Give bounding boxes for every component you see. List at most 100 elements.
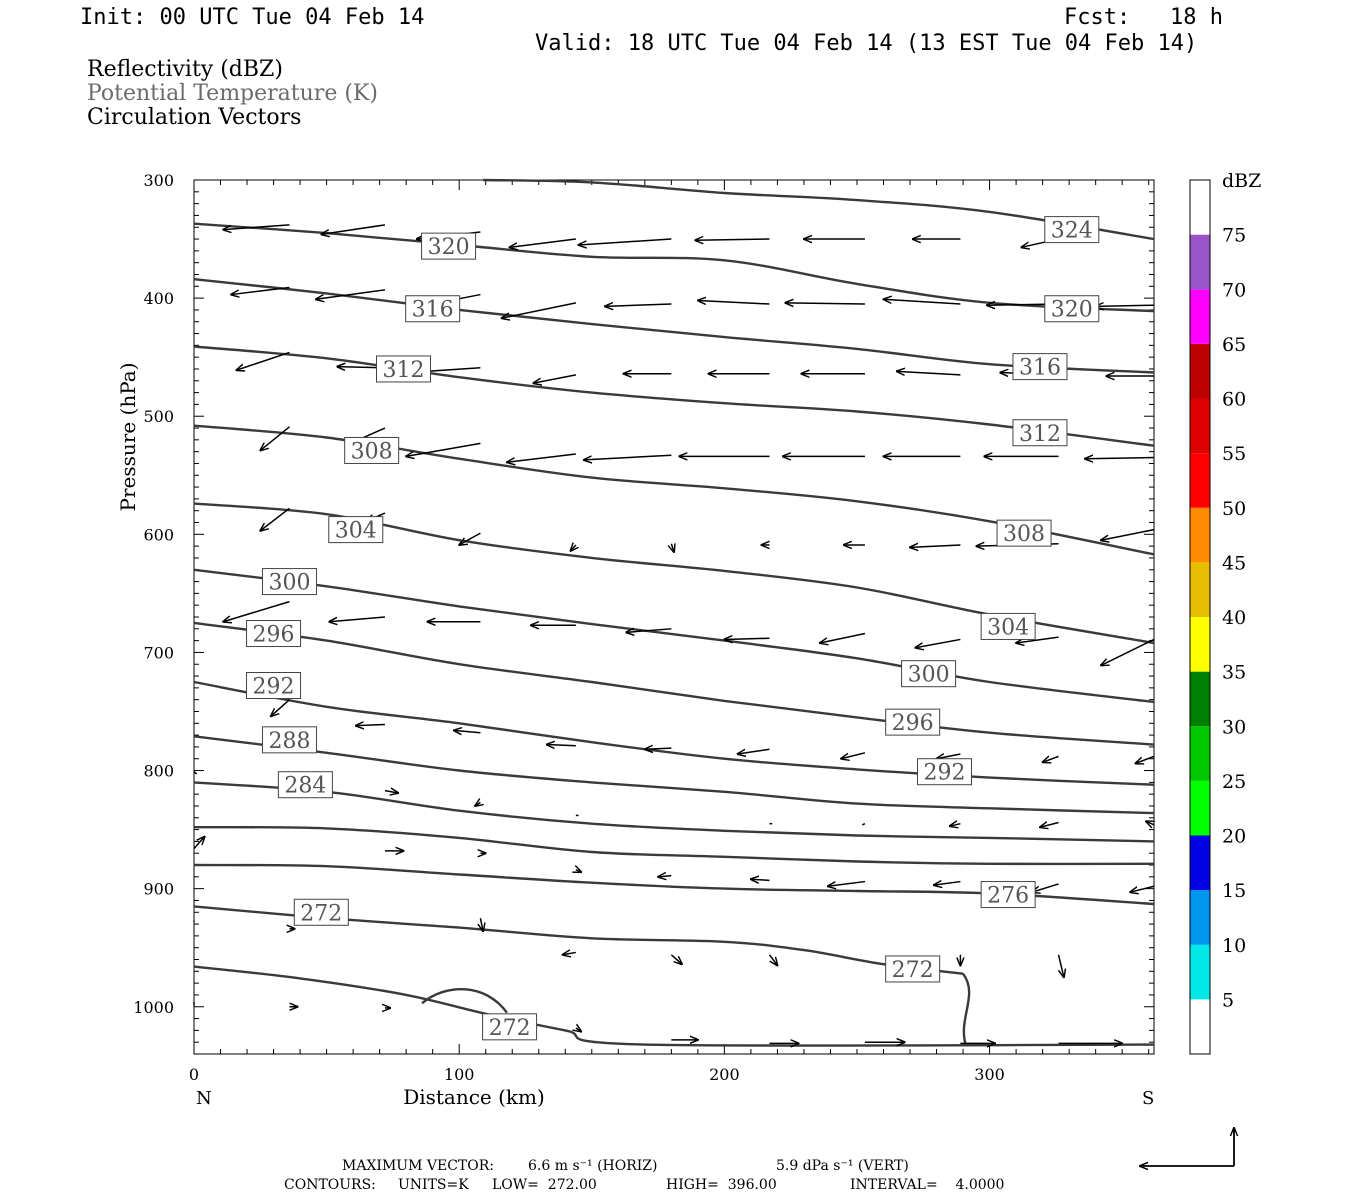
colorbar-tick-label: 50 [1222,498,1246,520]
colorbar-tick-label: 25 [1222,771,1246,793]
contour-label: 272 [489,1016,531,1041]
circulation-vector [356,724,385,725]
colorbar-segment [1190,835,1210,891]
max-vector-horiz: 6.6 m s⁻¹ (HORIZ) [528,1158,658,1174]
contour-label-box [277,771,333,799]
circulation-vector [571,545,576,551]
isentrope-320 [193,222,1155,313]
circulation-vector [454,730,481,732]
colorbar-tick-label: 15 [1222,880,1246,902]
circulation-vector [1085,458,1155,459]
contour-label: 284 [284,774,326,799]
isentrope-288 [193,735,1155,815]
north-label: N [196,1088,212,1109]
circulation-vector [384,791,398,793]
colorbar-segment [1190,671,1210,727]
circulation-vector [406,442,481,456]
colorbar-tick-label: 35 [1222,662,1246,684]
contour-label-box [980,612,1036,640]
colorbar-group: 5 10 15 20 25 30 35 40 45 50 55 60 65 70 75 dBZ [1189,170,1261,1055]
reference-vector-group [1140,1128,1234,1166]
colorbar-segment [1190,453,1210,508]
contour-label: 312 [1019,422,1061,447]
contour-label-box [344,436,400,464]
contour-label: 320 [1051,298,1093,323]
contour-label: 304 [335,519,377,544]
colorbar-segment [1190,507,1210,563]
contour-label: 308 [1003,522,1045,547]
circulation-vector [670,954,682,964]
contour-label: 292 [923,761,965,786]
contour-label-box [901,660,957,688]
contour-label-box [328,516,384,544]
circulation-vector [934,882,961,886]
contours-high: HIGH= 396.00 [666,1177,777,1193]
x-axis-label: Distance (km) [403,1085,545,1109]
circulation-vector [695,239,770,240]
contour-label-box [482,1013,538,1041]
circulation-vector [785,303,865,304]
circulation-vector [329,616,386,622]
circulation-vector [193,837,205,849]
circulation-vector [738,748,770,754]
colorbar-tick-label: 30 [1222,716,1246,738]
circulation-vector [724,638,770,639]
y-tick-label: 400 [143,289,174,308]
vectors-group [193,224,1155,1043]
y-tick-label: 800 [143,762,174,781]
circulation-vector [841,752,866,759]
contour-label: 316 [412,298,454,323]
circulation-vector [260,426,290,451]
circulation-vector [502,302,577,318]
isentrope-272-bulge [421,987,508,1014]
circulation-vector [316,289,386,299]
contour-label: 308 [351,439,393,464]
contour-label-box [885,955,941,983]
circulation-vector [193,771,198,775]
circulation-vector [1016,636,1059,643]
circulation-vector [475,802,480,806]
contour-label-box [405,295,461,323]
circulation-vector [1101,638,1155,665]
circulation-vector [605,304,672,306]
legend-reflectivity: Reflectivity (dBZ) [87,57,283,82]
contours-interval: INTERVAL= 4.0000 [850,1177,1005,1193]
colorbar-segment [1190,234,1210,290]
circulation-vector [533,374,577,383]
contour-label-box [916,758,972,786]
isentrope-284 [193,781,1155,843]
contour-label-box [1012,419,1068,447]
colorbar-segment [1190,398,1210,454]
circulation-vector [884,299,961,305]
colorbar-tick-label: 5 [1222,989,1234,1011]
circulation-vector [576,870,581,872]
x-tick-label: 0 [189,1065,199,1084]
contour-label: 304 [987,615,1029,640]
colorbar-segment [1190,180,1210,235]
contour-label: 300 [908,663,950,688]
x-tick-label: 300 [974,1065,1005,1084]
contours-units: UNITS=K [398,1177,469,1193]
colorbar-segment [1190,562,1210,617]
contour-label-box [261,568,317,596]
max-vector-vert: 5.9 dPa s⁻¹ (VERT) [776,1158,909,1174]
x-tick-label: 200 [709,1065,740,1084]
isentrope-272 [193,965,1155,1047]
colorbar-tick-label: 65 [1222,334,1246,356]
circulation-vector [260,507,290,530]
max-vector-label: MAXIMUM VECTOR: [342,1158,494,1174]
colorbar-segment [1190,944,1210,1000]
colorbar-tick-label: 55 [1222,443,1246,465]
y-tick-label: 600 [143,525,174,544]
contour-label: 296 [892,711,934,736]
circulation-vector [1096,305,1155,306]
circulation-vector [459,532,481,545]
legend-potential-temperature: Potential Temperature (K) [87,81,378,106]
circulation-vector [1032,883,1059,892]
contour-label: 324 [1051,219,1093,244]
contour-label-box [1044,295,1100,323]
y-axis-label: Pressure (hPa) [116,363,140,512]
colorbar-title: dBZ [1222,170,1261,192]
contour-label: 276 [987,884,1029,909]
circulation-vector [321,224,386,234]
